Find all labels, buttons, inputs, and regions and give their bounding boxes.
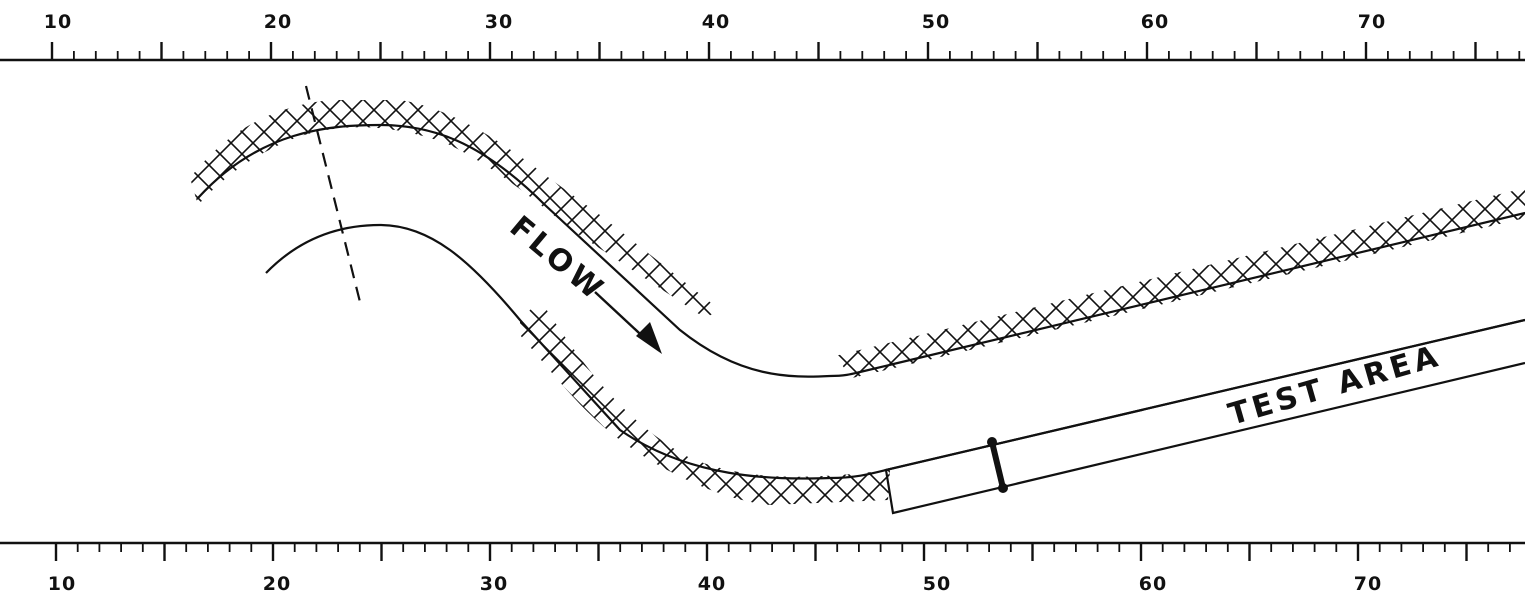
flow-arrow bbox=[594, 291, 662, 354]
bottom-scale-label: 20 bbox=[263, 573, 291, 595]
measurement-point bbox=[998, 483, 1008, 493]
bottom-scale-label: 60 bbox=[1139, 573, 1167, 595]
top-scale-label: 60 bbox=[1141, 11, 1169, 33]
top-scale: 10 20 30 40 50 60 70 bbox=[0, 11, 1525, 62]
outer-bank-hatch-upper bbox=[190, 100, 720, 318]
top-scale-label: 20 bbox=[264, 11, 292, 33]
measurement-section-line bbox=[989, 439, 1006, 491]
bottom-scale-ticks bbox=[54, 543, 1511, 561]
top-scale-label: 30 bbox=[485, 11, 513, 33]
top-scale-ticks bbox=[50, 42, 1521, 60]
inner-bank-hatch bbox=[520, 300, 890, 505]
test-area-label: TEST AREA bbox=[1225, 339, 1446, 433]
bottom-scale-label: 30 bbox=[480, 573, 508, 595]
top-scale-label: 10 bbox=[44, 11, 72, 33]
top-scale-label: 70 bbox=[1358, 11, 1386, 33]
inner-bank-line bbox=[265, 223, 1525, 480]
bank-hatching bbox=[190, 100, 1525, 505]
bottom-scale-label: 40 bbox=[698, 573, 726, 595]
outer-bank-line bbox=[197, 123, 1525, 378]
flow-arrow-head-icon bbox=[636, 322, 662, 354]
bottom-scale-label: 70 bbox=[1354, 573, 1382, 595]
bottom-scale-label: 50 bbox=[923, 573, 951, 595]
top-scale-label: 50 bbox=[922, 11, 950, 33]
bottom-scale: 10 20 30 40 50 60 70 bbox=[0, 541, 1525, 595]
top-scale-labels: 10 20 30 40 50 60 70 bbox=[44, 11, 1386, 33]
measurement-point bbox=[987, 437, 997, 447]
channel bbox=[197, 85, 1525, 515]
top-scale-label: 40 bbox=[702, 11, 730, 33]
bottom-scale-label: 10 bbox=[48, 573, 76, 595]
bottom-scale-labels: 10 20 30 40 50 60 70 bbox=[48, 573, 1382, 595]
dashed-section-line bbox=[304, 85, 362, 303]
outer-bank-hatch-right bbox=[835, 188, 1525, 378]
